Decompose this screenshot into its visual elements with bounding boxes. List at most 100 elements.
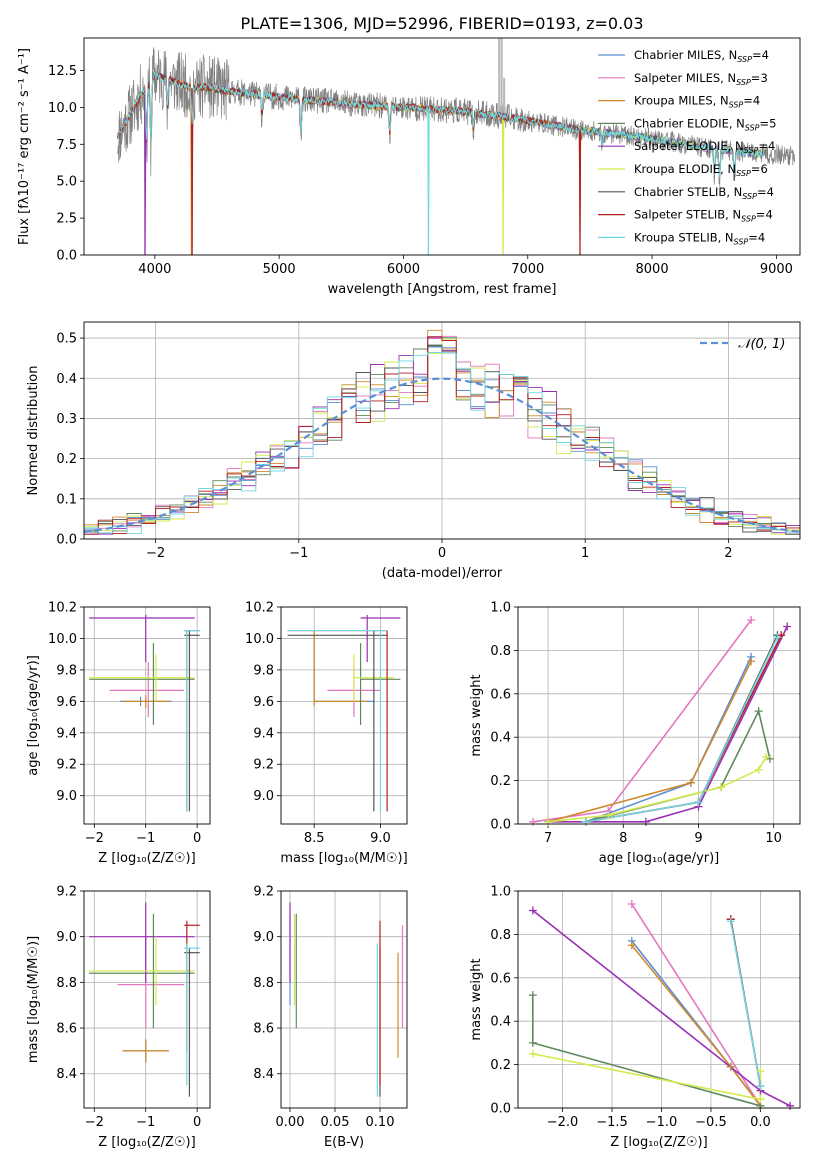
x-tick-label: −0.5 [695, 1115, 727, 1130]
x-tick-label: 8 [619, 831, 627, 846]
axes-frame [280, 890, 408, 1109]
plot-area [287, 614, 401, 812]
y-tick-label: 9.0 [56, 930, 77, 945]
mass-weight-marker [627, 900, 636, 909]
legend-nssp-subscript: SSP [736, 169, 751, 178]
legend-model-name: Kroupa MILES [634, 94, 713, 108]
plot-area [89, 614, 200, 812]
mass-weight-marker [544, 817, 553, 826]
panel-spectrum: 4000 5000 6000 7000 8000 9000 0.0 2.5 5.0 7.5 10.0… [17, 37, 801, 297]
mass-weight-marker [581, 817, 590, 826]
y-tick-label: 9.4 [253, 726, 274, 741]
axes-frame [280, 606, 408, 825]
plot-area [289, 902, 404, 1097]
legend-nssp-subscript: SSP [744, 146, 759, 155]
legend-entry-label: Chabrier ELODIE, NSSP=5 [634, 116, 776, 132]
x-tick-label: 8000 [636, 262, 669, 277]
axes-frame [83, 890, 211, 1109]
axes-frame [83, 321, 801, 540]
y-tick-label: 0.4 [490, 1015, 511, 1030]
legend-nssp-value: 3 [760, 71, 767, 85]
legend-entry-label: Kroupa STELIB, NSSP=4 [634, 230, 765, 246]
mass-weight-line [585, 656, 752, 823]
y-tick-label: 8.6 [253, 1022, 274, 1037]
x-axis-label: E(B-V) [324, 1135, 364, 1150]
legend-nssp-value: 6 [760, 162, 767, 176]
x-tick-label: −1 [136, 1115, 155, 1130]
mass-weight-line [585, 634, 782, 823]
y-tick-label: 9.8 [56, 663, 77, 678]
y-tick-label: 1.0 [490, 885, 511, 900]
y-axis-label: age [log₁₀(age/yr)] [26, 655, 41, 776]
legend-entry-label: Kroupa MILES, NSSP=4 [634, 94, 760, 110]
legend-nssp-equals: = [748, 230, 758, 244]
y-tick-label: 8.4 [253, 1067, 274, 1082]
mass-weight-line [631, 944, 762, 1107]
legend-nssp-prefix: , N [721, 48, 737, 62]
y-tick-label: 2.5 [56, 212, 77, 227]
y-tick-label: 0.2 [490, 774, 511, 789]
mass-weight-marker [773, 633, 782, 642]
x-tick-label: 0 [193, 1115, 201, 1130]
mass-weight-marker [726, 1062, 735, 1071]
grid-lines [281, 890, 407, 1108]
y-axis-label: mass weight [469, 958, 484, 1040]
y-tick-label: 0.0 [490, 818, 511, 833]
y-tick-label: 8.8 [56, 976, 77, 991]
mass-weight-marker [756, 1095, 765, 1104]
grid-lines [84, 890, 210, 1108]
x-tick-label: 9.0 [370, 831, 391, 846]
mass-weight-marker [783, 622, 792, 631]
y-tick-label: 8.8 [253, 976, 274, 991]
legend-nssp-equals: = [757, 185, 767, 199]
grid-lines [518, 890, 800, 1109]
x-tick-label: 0 [193, 831, 201, 846]
mass-weight-marker [747, 616, 756, 625]
axes-frame [517, 606, 801, 825]
mass-weight-marker [786, 1101, 795, 1110]
y-tick-label: 0.1 [56, 492, 77, 507]
y-tick-label: 8.6 [56, 1022, 77, 1037]
x-tick-label: 0.00 [276, 1115, 305, 1130]
x-axis-label: Z [log₁₀(Z/Z☉)] [98, 851, 195, 866]
legend-nssp-prefix: , N [713, 94, 729, 108]
grid-lines [281, 606, 407, 824]
legend-nssp-subscript: SSP [741, 215, 756, 224]
legend-nssp-prefix: , N [726, 185, 742, 199]
mass-weight-marker [686, 778, 695, 787]
legend-nssp-subscript: SSP [737, 55, 752, 64]
y-tick-label: 9.6 [253, 695, 274, 710]
mass-weight-marker [762, 752, 771, 761]
x-tick-label: −2 [146, 546, 165, 561]
y-tick-label: 0.0 [490, 1102, 511, 1117]
normal-curve [84, 377, 800, 534]
legend-model-name: Kroupa ELODIE [634, 162, 720, 176]
legend-nssp-prefix: , N [728, 139, 744, 153]
legend-nssp-equals: = [756, 208, 766, 222]
legend-model-name: Chabrier MILES [634, 48, 721, 62]
y-tick-label: 9.2 [56, 885, 77, 900]
x-tick-label: 1 [581, 546, 589, 561]
x-tick-label: 0.05 [321, 1115, 350, 1130]
panel-mass_vs_Z: −2 −1 0 8.4 8.6 8.8 9.0 9.2 Z [log₁₀(Z/Z☉)] mass … [26, 885, 211, 1150]
histogram-series [84, 352, 800, 539]
panel-massweight_vs_Z: −2.0 −1.5 −1.0 −0.5 0.0 0.0 0.2 0.4 0.6 0.8 1.0 Z [… [469, 885, 801, 1150]
plot-area [117, 38, 796, 255]
x-tick-label: 5000 [263, 262, 296, 277]
y-tick-label: 0.5 [56, 332, 77, 347]
x-tick-label: 6000 [387, 262, 420, 277]
x-tick-label: 9000 [760, 262, 793, 277]
x-tick-label: 4000 [138, 262, 171, 277]
mass-weight-marker [641, 817, 650, 826]
panel-age_vs_mass: 8.5 9.0 9.0 9.2 9.4 9.6 9.8 10.0 10.2 mass [log₁₀… [245, 601, 408, 867]
mass-weight-line [531, 995, 761, 1107]
y-tick-label: 0.8 [490, 644, 511, 659]
legend-entry-label: Salpeter STELIB, NSSP=4 [634, 208, 773, 224]
axes-frame [83, 606, 211, 825]
legend-nssp-equals: = [751, 71, 761, 85]
y-tick-label: 9.6 [56, 695, 77, 710]
legend-nssp-prefix: , N [720, 162, 736, 176]
x-axis-label: Z [log₁₀(Z/Z☉)] [610, 1135, 707, 1150]
mass-weight-marker [528, 1038, 537, 1047]
